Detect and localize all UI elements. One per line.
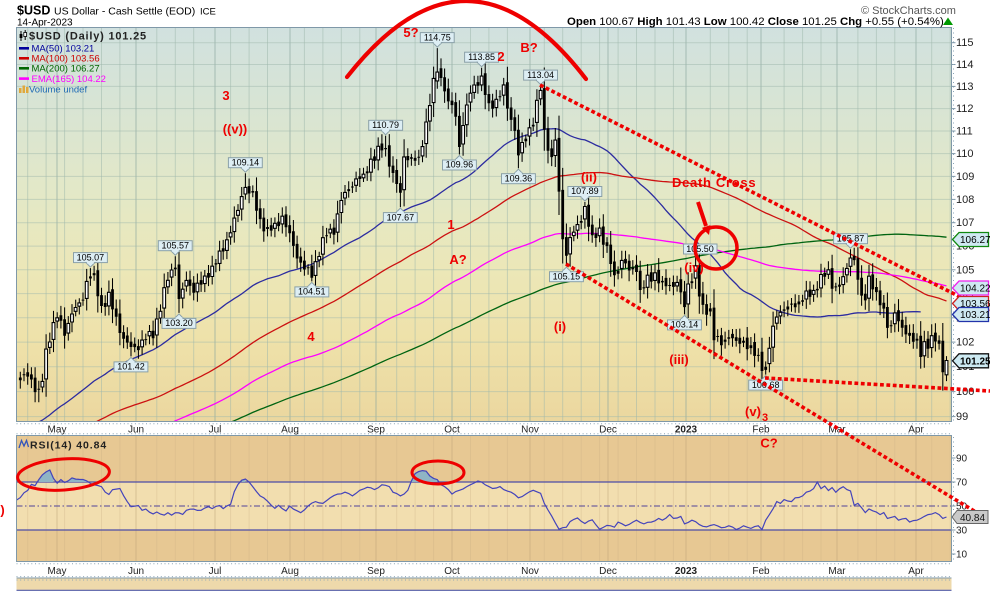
svg-text:3: 3: [222, 88, 229, 103]
svg-text:3: 3: [762, 412, 768, 424]
svg-text:103.56: 103.56: [960, 299, 990, 310]
svg-text:Death Cross: Death Cross: [672, 175, 756, 190]
svg-text:Volume undef: Volume undef: [29, 85, 87, 96]
svg-text:Aug: Aug: [281, 425, 299, 436]
svg-text:109: 109: [956, 171, 974, 183]
svg-text:105.15: 105.15: [553, 271, 581, 281]
svg-text:115: 115: [956, 37, 974, 49]
svg-text:113: 113: [956, 81, 974, 93]
svg-text:2023: 2023: [675, 566, 698, 577]
svg-text:103.14: 103.14: [671, 320, 699, 330]
svg-text:MA(50) 103.21: MA(50) 103.21: [32, 44, 95, 55]
svg-text:Oct: Oct: [444, 566, 460, 577]
svg-text:(iv): (iv): [684, 260, 704, 275]
svg-text:ICE: ICE: [200, 7, 216, 18]
svg-text:MA(100) 103.56: MA(100) 103.56: [32, 54, 100, 65]
svg-text:(iii): (iii): [669, 352, 689, 367]
svg-text:US Dollar - Cash Settle (EOD): US Dollar - Cash Settle (EOD): [54, 6, 195, 18]
svg-text:104.22: 104.22: [960, 284, 990, 295]
svg-text:104.51: 104.51: [298, 287, 326, 297]
svg-text:(ii): (ii): [581, 170, 597, 185]
svg-text:101.42: 101.42: [117, 362, 145, 372]
svg-text:Nov: Nov: [521, 566, 539, 577]
svg-text:Sep: Sep: [367, 566, 385, 577]
svg-text:Jul: Jul: [209, 425, 222, 436]
svg-text:Open 100.67 High 101.43 Low 10: Open 100.67 High 101.43 Low 100.42 Close…: [567, 16, 944, 28]
svg-text:40.84: 40.84: [960, 513, 985, 524]
svg-text:© StockCharts.com: © StockCharts.com: [861, 5, 956, 17]
svg-text:111: 111: [956, 126, 973, 138]
svg-text:EMA(165) 104.22: EMA(165) 104.22: [32, 74, 106, 85]
svg-text:B?: B?: [520, 40, 537, 55]
svg-text:113.04: 113.04: [527, 70, 554, 80]
svg-text:110: 110: [956, 148, 974, 160]
svg-text:107.89: 107.89: [571, 186, 599, 196]
svg-text:113.85: 113.85: [468, 52, 495, 62]
svg-text:Sep: Sep: [367, 425, 385, 436]
svg-text:$USD (Daily) 101.25: $USD (Daily) 101.25: [29, 31, 147, 43]
svg-text:30: 30: [956, 526, 968, 537]
svg-text:May: May: [48, 425, 67, 436]
svg-text:70: 70: [956, 478, 968, 489]
svg-text:4: 4: [307, 329, 315, 344]
svg-text:107: 107: [956, 217, 974, 229]
svg-text:Jun: Jun: [128, 425, 144, 436]
svg-text:(v): (v): [745, 404, 761, 419]
svg-text:((v)): ((v)): [223, 122, 248, 137]
svg-text:14-Apr-2023: 14-Apr-2023: [17, 18, 73, 29]
svg-text:Jun: Jun: [128, 566, 144, 577]
svg-text:107.67: 107.67: [387, 212, 415, 222]
svg-text:102: 102: [956, 337, 974, 349]
svg-text:Dec: Dec: [599, 425, 617, 436]
svg-text:114: 114: [956, 59, 974, 71]
svg-text:106.27: 106.27: [960, 235, 990, 246]
svg-text:Apr: Apr: [908, 566, 924, 577]
svg-text:Mar: Mar: [828, 425, 846, 436]
svg-text:2023: 2023: [675, 425, 698, 436]
svg-text:105.57: 105.57: [162, 240, 190, 250]
svg-text:$USD: $USD: [17, 4, 50, 18]
svg-text:Apr: Apr: [908, 425, 924, 436]
svg-text:C?: C?: [760, 436, 777, 451]
svg-text:Dec: Dec: [599, 566, 617, 577]
svg-text:50: 50: [956, 502, 968, 513]
svg-text:Mar: Mar: [828, 566, 846, 577]
svg-text:5?: 5?: [403, 25, 418, 40]
svg-text:Feb: Feb: [752, 425, 770, 436]
svg-text:105.50: 105.50: [686, 244, 714, 254]
svg-text:105.07: 105.07: [77, 252, 105, 262]
svg-text:105.87: 105.87: [837, 233, 865, 243]
svg-text:10: 10: [956, 550, 968, 561]
svg-text:99: 99: [956, 411, 968, 423]
svg-text:Feb: Feb: [752, 566, 770, 577]
svg-text:MA(200) 106.27: MA(200) 106.27: [32, 64, 100, 75]
svg-text:110.79: 110.79: [372, 120, 399, 130]
svg-text:103.20: 103.20: [165, 318, 193, 328]
svg-text:90: 90: [956, 454, 968, 465]
svg-text:105: 105: [956, 264, 974, 276]
svg-text:103.21: 103.21: [960, 310, 990, 321]
svg-text:109.36: 109.36: [505, 173, 533, 183]
svg-text:101.25: 101.25: [960, 356, 990, 367]
svg-text:Jul: Jul: [209, 566, 222, 577]
svg-text:RSI(14) 40.84: RSI(14) 40.84: [30, 440, 107, 452]
svg-text:112: 112: [956, 103, 974, 115]
svg-text:(i): (i): [554, 319, 566, 334]
svg-text:Nov: Nov: [521, 425, 539, 436]
svg-text:)): )): [0, 503, 5, 518]
svg-text:Oct: Oct: [444, 425, 460, 436]
svg-text:1: 1: [447, 217, 454, 232]
svg-text:114.75: 114.75: [424, 32, 451, 42]
svg-text:May: May: [48, 566, 67, 577]
svg-text:109.96: 109.96: [446, 160, 474, 170]
svg-text:108: 108: [956, 194, 974, 206]
svg-text:Aug: Aug: [281, 566, 299, 577]
svg-text:109.14: 109.14: [232, 157, 260, 167]
svg-text:2: 2: [497, 49, 504, 64]
svg-text:A?: A?: [449, 252, 466, 267]
